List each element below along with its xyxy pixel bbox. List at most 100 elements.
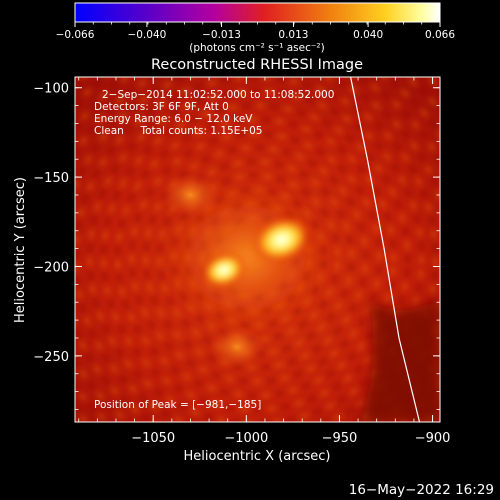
ripple-blob [494,318,500,328]
ripple-blob [437,131,440,140]
ripple-blob [109,122,117,131]
ripple-blob [97,311,103,321]
ripple-blob [161,410,171,417]
x-tick-label: −1050 [131,431,175,446]
ripple-blob [361,94,370,101]
ripple-blob [31,252,35,261]
ripple-blob [154,389,163,396]
ripple-blob [416,177,422,186]
ripple-blob [61,392,70,402]
ripple-blob [485,344,492,354]
ripple-blob [195,98,205,104]
ripple-blob [446,272,451,281]
ripple-blob [186,422,196,429]
ripple-blob [153,484,163,492]
ripple-blob [441,166,449,176]
ripple-blob [149,215,155,224]
ripple-blob [371,84,380,91]
ripple-blob [327,288,333,297]
ripple-blob [97,413,105,421]
ripple-blob [196,143,205,150]
ripple-blob [133,348,141,357]
ripple-blob [52,101,61,111]
ripple-blob [106,402,114,410]
ripple-blob [59,247,64,256]
ripple-blob [119,287,125,296]
ripple-blob [90,284,96,294]
ripple-blob [94,202,101,212]
ripple-blob [247,393,257,398]
ripple-blob [470,343,478,353]
ripple-blob [151,296,158,305]
ripple-blob [403,226,408,236]
ripple-blob [347,198,354,207]
ripple-blob [46,369,54,379]
ripple-blob [340,340,348,348]
ripple-blob [32,279,37,288]
ripple-blob [119,375,127,383]
ripple-blob [385,212,390,222]
ripple-blob [421,189,427,199]
ripple-blob [316,86,325,93]
ripple-blob [183,340,192,348]
ripple-blob [107,422,117,431]
ripple-blob [173,158,181,165]
ripple-blob [101,258,106,268]
ripple-blob [135,156,142,165]
ripple-blob [222,91,232,97]
dark-corner-region [360,300,440,422]
ripple-blob [106,105,114,113]
ripple-blob [83,439,93,448]
ripple-blob [175,352,184,359]
ripple-blob [330,198,338,207]
ripple-blob [373,224,379,233]
ripple-blob [265,491,274,496]
ripple-blob [99,189,105,199]
ripple-blob [293,371,303,377]
ripple-blob [132,458,142,466]
ripple-blob [288,122,298,128]
ripple-blob [155,202,161,212]
ripple-blob [201,111,211,117]
ripple-blob [256,103,265,108]
ripple-blob [488,276,493,285]
x-axis: −1050 −1000 −950 −900 [78,77,450,446]
ripple-blob [319,300,327,309]
ripple-blob [338,396,347,403]
ripple-blob [4,228,9,237]
ripple-blob [163,81,172,88]
ripple-blob [79,415,87,422]
ripple-blob [483,156,491,166]
ripple-blob [205,472,215,478]
ripple-blob [260,364,270,370]
ripple-blob [370,457,380,465]
ripple-blob [210,487,220,493]
ripple-blob [199,426,209,433]
ripple-blob [441,415,450,425]
ripple-blob [79,392,87,401]
ripple-blob [158,270,164,280]
ripple-blob [333,475,343,482]
ripple-blob [449,354,457,364]
ripple-blob [367,64,377,72]
ripple-blob [390,81,399,88]
ripple-blob [4,269,9,278]
ripple-blob [19,161,26,171]
ripple-blob [75,381,78,390]
ripple-blob [91,215,97,225]
ripple-blob [191,409,200,415]
ripple-blob [83,88,91,96]
ripple-blob [140,478,150,486]
ripple-blob [287,358,297,364]
ripple-blob [248,173,258,178]
ripple-blob [328,92,338,98]
ripple-blob [166,396,175,403]
ripple-blob [435,154,440,163]
ripple-blob [102,353,110,362]
ripple-blob [113,312,119,322]
ripple-blob [5,283,10,292]
ripple-blob [470,131,478,141]
ripple-blob [314,467,324,474]
ripple-blob [209,94,218,100]
ripple-blob [260,159,270,165]
